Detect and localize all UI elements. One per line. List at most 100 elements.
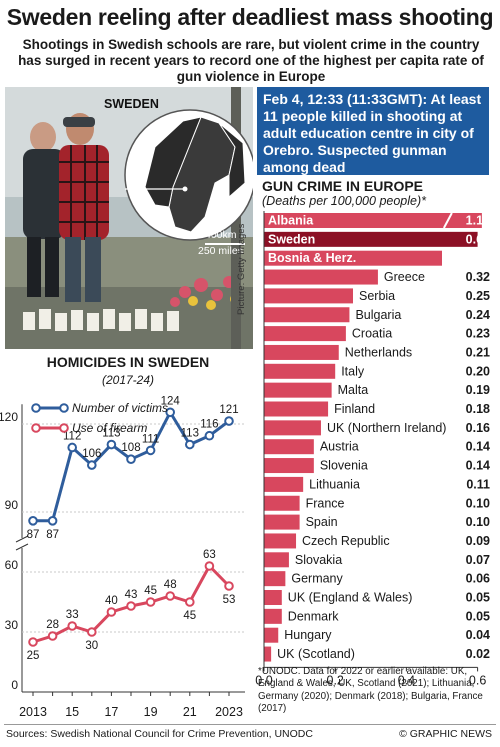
- series-1-point-5: [126, 601, 136, 611]
- axis-break-mark-2: [15, 543, 29, 551]
- bar-11: [264, 420, 321, 436]
- series-1-label-5: 43: [125, 589, 138, 601]
- photo-illustration: [5, 87, 253, 349]
- series-0-point-6: [145, 445, 156, 456]
- homicides-subtitle: (2017-24): [101, 373, 155, 387]
- series-0-label-10: 121: [219, 404, 238, 416]
- series-1-point-1: [47, 631, 58, 641]
- bar-3: [264, 269, 378, 285]
- series-0-label-6: 111: [142, 433, 159, 445]
- bar-category-label-20: UK (England & Wales): [288, 591, 413, 605]
- bar-value-label-10: 0.18: [466, 402, 490, 416]
- page-title: Sweden reeling after deadliest mass shoo…: [6, 4, 494, 30]
- series-1-point-6: [145, 597, 156, 607]
- line-x-tick-label-0: 2013: [19, 705, 47, 719]
- series-1-point-10: [224, 581, 234, 591]
- bar-value-label-4: 0.25: [466, 289, 490, 303]
- legend-label-0: Number of victims: [72, 401, 168, 415]
- series-0-point-1: [47, 516, 58, 526]
- page-subtitle: Shootings in Swedish schools are rare, b…: [18, 37, 484, 84]
- bar-14: [264, 476, 304, 492]
- series-0-point-7: [165, 407, 175, 418]
- bar-category-label-1: Sweden: [268, 232, 315, 246]
- legend-marker-start-0: [31, 403, 41, 413]
- bar-value-label-14: 0.11: [466, 477, 490, 491]
- gun-crime-subtitle: (Deaths per 100,000 people)*: [262, 194, 427, 208]
- axis-break-mark-1: [15, 535, 29, 543]
- bar-21: [264, 608, 282, 624]
- series-0-label-1: 87: [46, 529, 59, 541]
- bar-value-label-8: 0.20: [466, 364, 490, 378]
- series-1-label-4: 40: [105, 595, 118, 607]
- series-1-label-10: 53: [223, 594, 236, 606]
- line-x-tick-label-3: 19: [144, 705, 158, 719]
- bar-value-label-13: 0.14: [466, 459, 490, 473]
- line-y-tick-label-0: 0: [11, 678, 18, 692]
- bar-8: [264, 363, 336, 379]
- series-0-label-5: 108: [121, 442, 140, 454]
- series-0-point-9: [204, 430, 215, 441]
- bar-value-label-23: 0.02: [466, 647, 490, 661]
- bar-category-label-22: Hungary: [284, 628, 332, 642]
- legend-marker-end-0: [59, 403, 69, 413]
- series-1-label-1: 28: [46, 619, 59, 631]
- bar-22: [264, 627, 279, 643]
- bar-value-label-0: 1.13: [466, 214, 490, 228]
- bar-x-tick-label-3: 0.6: [469, 673, 486, 687]
- bar-value-label-5: 0.24: [466, 308, 490, 322]
- bar-value-label-18: 0.07: [466, 553, 490, 567]
- bar-value-label-11: 0.16: [466, 421, 490, 435]
- series-0-label-0: 87: [27, 529, 40, 541]
- news-photo: SWEDEN 400km 250 miles: [5, 87, 253, 349]
- line-y-tick-label-4: 120: [0, 410, 18, 424]
- bar-category-label-15: France: [306, 496, 345, 510]
- series-1-point-3: [87, 627, 97, 637]
- series-0-point-10: [224, 416, 234, 426]
- bar-value-label-2: 0.50: [466, 251, 490, 265]
- bar-value-label-21: 0.05: [466, 609, 490, 623]
- bar-value-label-3: 0.32: [466, 270, 490, 284]
- bar-x-tick-label-0: 0.0: [255, 673, 272, 687]
- series-0-point-4: [106, 439, 117, 450]
- bar-category-label-2: Bosnia & Herz.: [268, 251, 356, 265]
- bar-break-mark-0: [442, 212, 453, 229]
- bar-category-label-13: Slovenia: [320, 459, 368, 473]
- map-scale-km: 400km: [205, 229, 237, 241]
- bar-16: [264, 514, 300, 530]
- bar-23: [264, 646, 272, 662]
- line-x-tick-label-2: 17: [104, 705, 118, 719]
- bar-category-label-9: Malta: [338, 383, 369, 397]
- map-scale-bar: [205, 243, 245, 245]
- bar-0: [264, 213, 452, 228]
- bar-value-label-22: 0.04: [466, 628, 490, 642]
- bar-2: [264, 250, 442, 266]
- bar-category-label-16: Spain: [306, 515, 338, 529]
- bar-value-label-15: 0.10: [466, 496, 490, 510]
- line-x-tick-label-5: 2023: [215, 705, 243, 719]
- line-y-tick-label-1: 30: [5, 618, 19, 632]
- bar-value-label-12: 0.14: [466, 440, 490, 454]
- series-0-label-8: 113: [181, 428, 199, 440]
- homicides-title: HOMICIDES IN SWEDEN: [46, 354, 210, 370]
- bar-7: [264, 344, 339, 360]
- line-y-tick-label-3: 90: [5, 498, 19, 512]
- series-1-point-7: [165, 591, 175, 601]
- series-0-point-2: [67, 442, 77, 453]
- bar-value-label-16: 0.10: [466, 515, 490, 529]
- series-0-point-0: [28, 516, 38, 526]
- series-1-label-2: 33: [66, 609, 79, 621]
- series-1-label-7: 48: [164, 579, 177, 591]
- map-scale-miles: 250 miles: [198, 245, 243, 257]
- bar-value-label-19: 0.06: [466, 572, 490, 586]
- bar-value-label-6: 0.23: [466, 327, 490, 341]
- bar-category-label-0: Albania: [268, 214, 314, 228]
- series-1-point-0: [28, 637, 38, 647]
- bar-category-label-19: Germany: [291, 572, 343, 586]
- bar-category-label-5: Bulgaria: [355, 308, 401, 322]
- bar-category-label-4: Serbia: [359, 289, 395, 303]
- legend-marker-start-1: [31, 423, 41, 433]
- bar-value-label-1: 0.60: [466, 232, 490, 246]
- bar-category-label-18: Slovakia: [295, 553, 342, 567]
- line-y-tick-label-2: 60: [5, 558, 19, 572]
